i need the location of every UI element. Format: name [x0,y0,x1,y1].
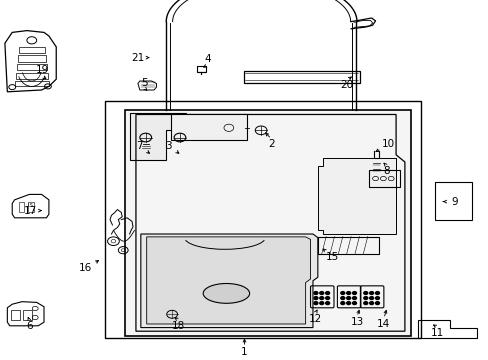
Text: 14: 14 [376,319,390,329]
Circle shape [346,297,350,300]
Bar [28,202,34,212]
Circle shape [352,297,356,300]
Bar [171,114,246,140]
Circle shape [363,292,367,294]
Polygon shape [129,113,185,160]
Bar [23,310,32,320]
Polygon shape [317,158,395,234]
Text: 12: 12 [308,314,322,324]
Circle shape [340,302,344,305]
Ellipse shape [203,284,249,303]
Text: 3: 3 [165,141,172,151]
Circle shape [369,302,373,305]
Circle shape [325,302,329,305]
Text: 17: 17 [23,206,37,216]
Circle shape [319,297,323,300]
Text: 19: 19 [36,65,49,75]
Polygon shape [141,234,317,328]
Bar [18,55,46,62]
Circle shape [346,292,350,294]
Bar [11,310,20,320]
Text: 10: 10 [382,139,394,149]
Bar [434,182,471,220]
Circle shape [313,302,317,305]
Circle shape [369,297,373,300]
Bar [368,170,400,187]
Circle shape [375,292,379,294]
Polygon shape [146,237,310,324]
Circle shape [340,297,344,300]
Bar [16,73,48,79]
Text: 15: 15 [325,252,339,262]
Circle shape [375,302,379,305]
Polygon shape [124,110,410,336]
Text: 5: 5 [141,78,147,88]
Circle shape [340,292,344,294]
Text: 2: 2 [267,139,274,149]
Circle shape [363,302,367,305]
Text: 9: 9 [450,197,457,207]
Text: 11: 11 [430,328,444,338]
Circle shape [369,292,373,294]
Text: 21: 21 [131,53,144,63]
Circle shape [346,302,350,305]
Bar [15,81,49,86]
Text: LS: LS [28,203,34,208]
Text: 18: 18 [171,321,185,331]
Bar [196,66,206,72]
Circle shape [325,292,329,294]
Text: 1: 1 [241,347,247,357]
Circle shape [375,297,379,300]
Bar [17,64,47,70]
Text: 8: 8 [382,166,389,176]
Text: 16: 16 [79,263,92,273]
Circle shape [313,297,317,300]
Bar [19,47,45,53]
Bar [105,101,420,338]
Circle shape [352,302,356,305]
Bar [19,202,24,212]
Text: 6: 6 [26,321,33,331]
Circle shape [313,292,317,294]
Circle shape [325,297,329,300]
Circle shape [363,297,367,300]
Text: 13: 13 [349,317,363,327]
Circle shape [352,292,356,294]
Circle shape [319,302,323,305]
Circle shape [319,292,323,294]
Bar [317,237,378,254]
Text: 4: 4 [204,54,211,64]
Text: 7: 7 [136,141,142,151]
Text: 20: 20 [340,80,353,90]
